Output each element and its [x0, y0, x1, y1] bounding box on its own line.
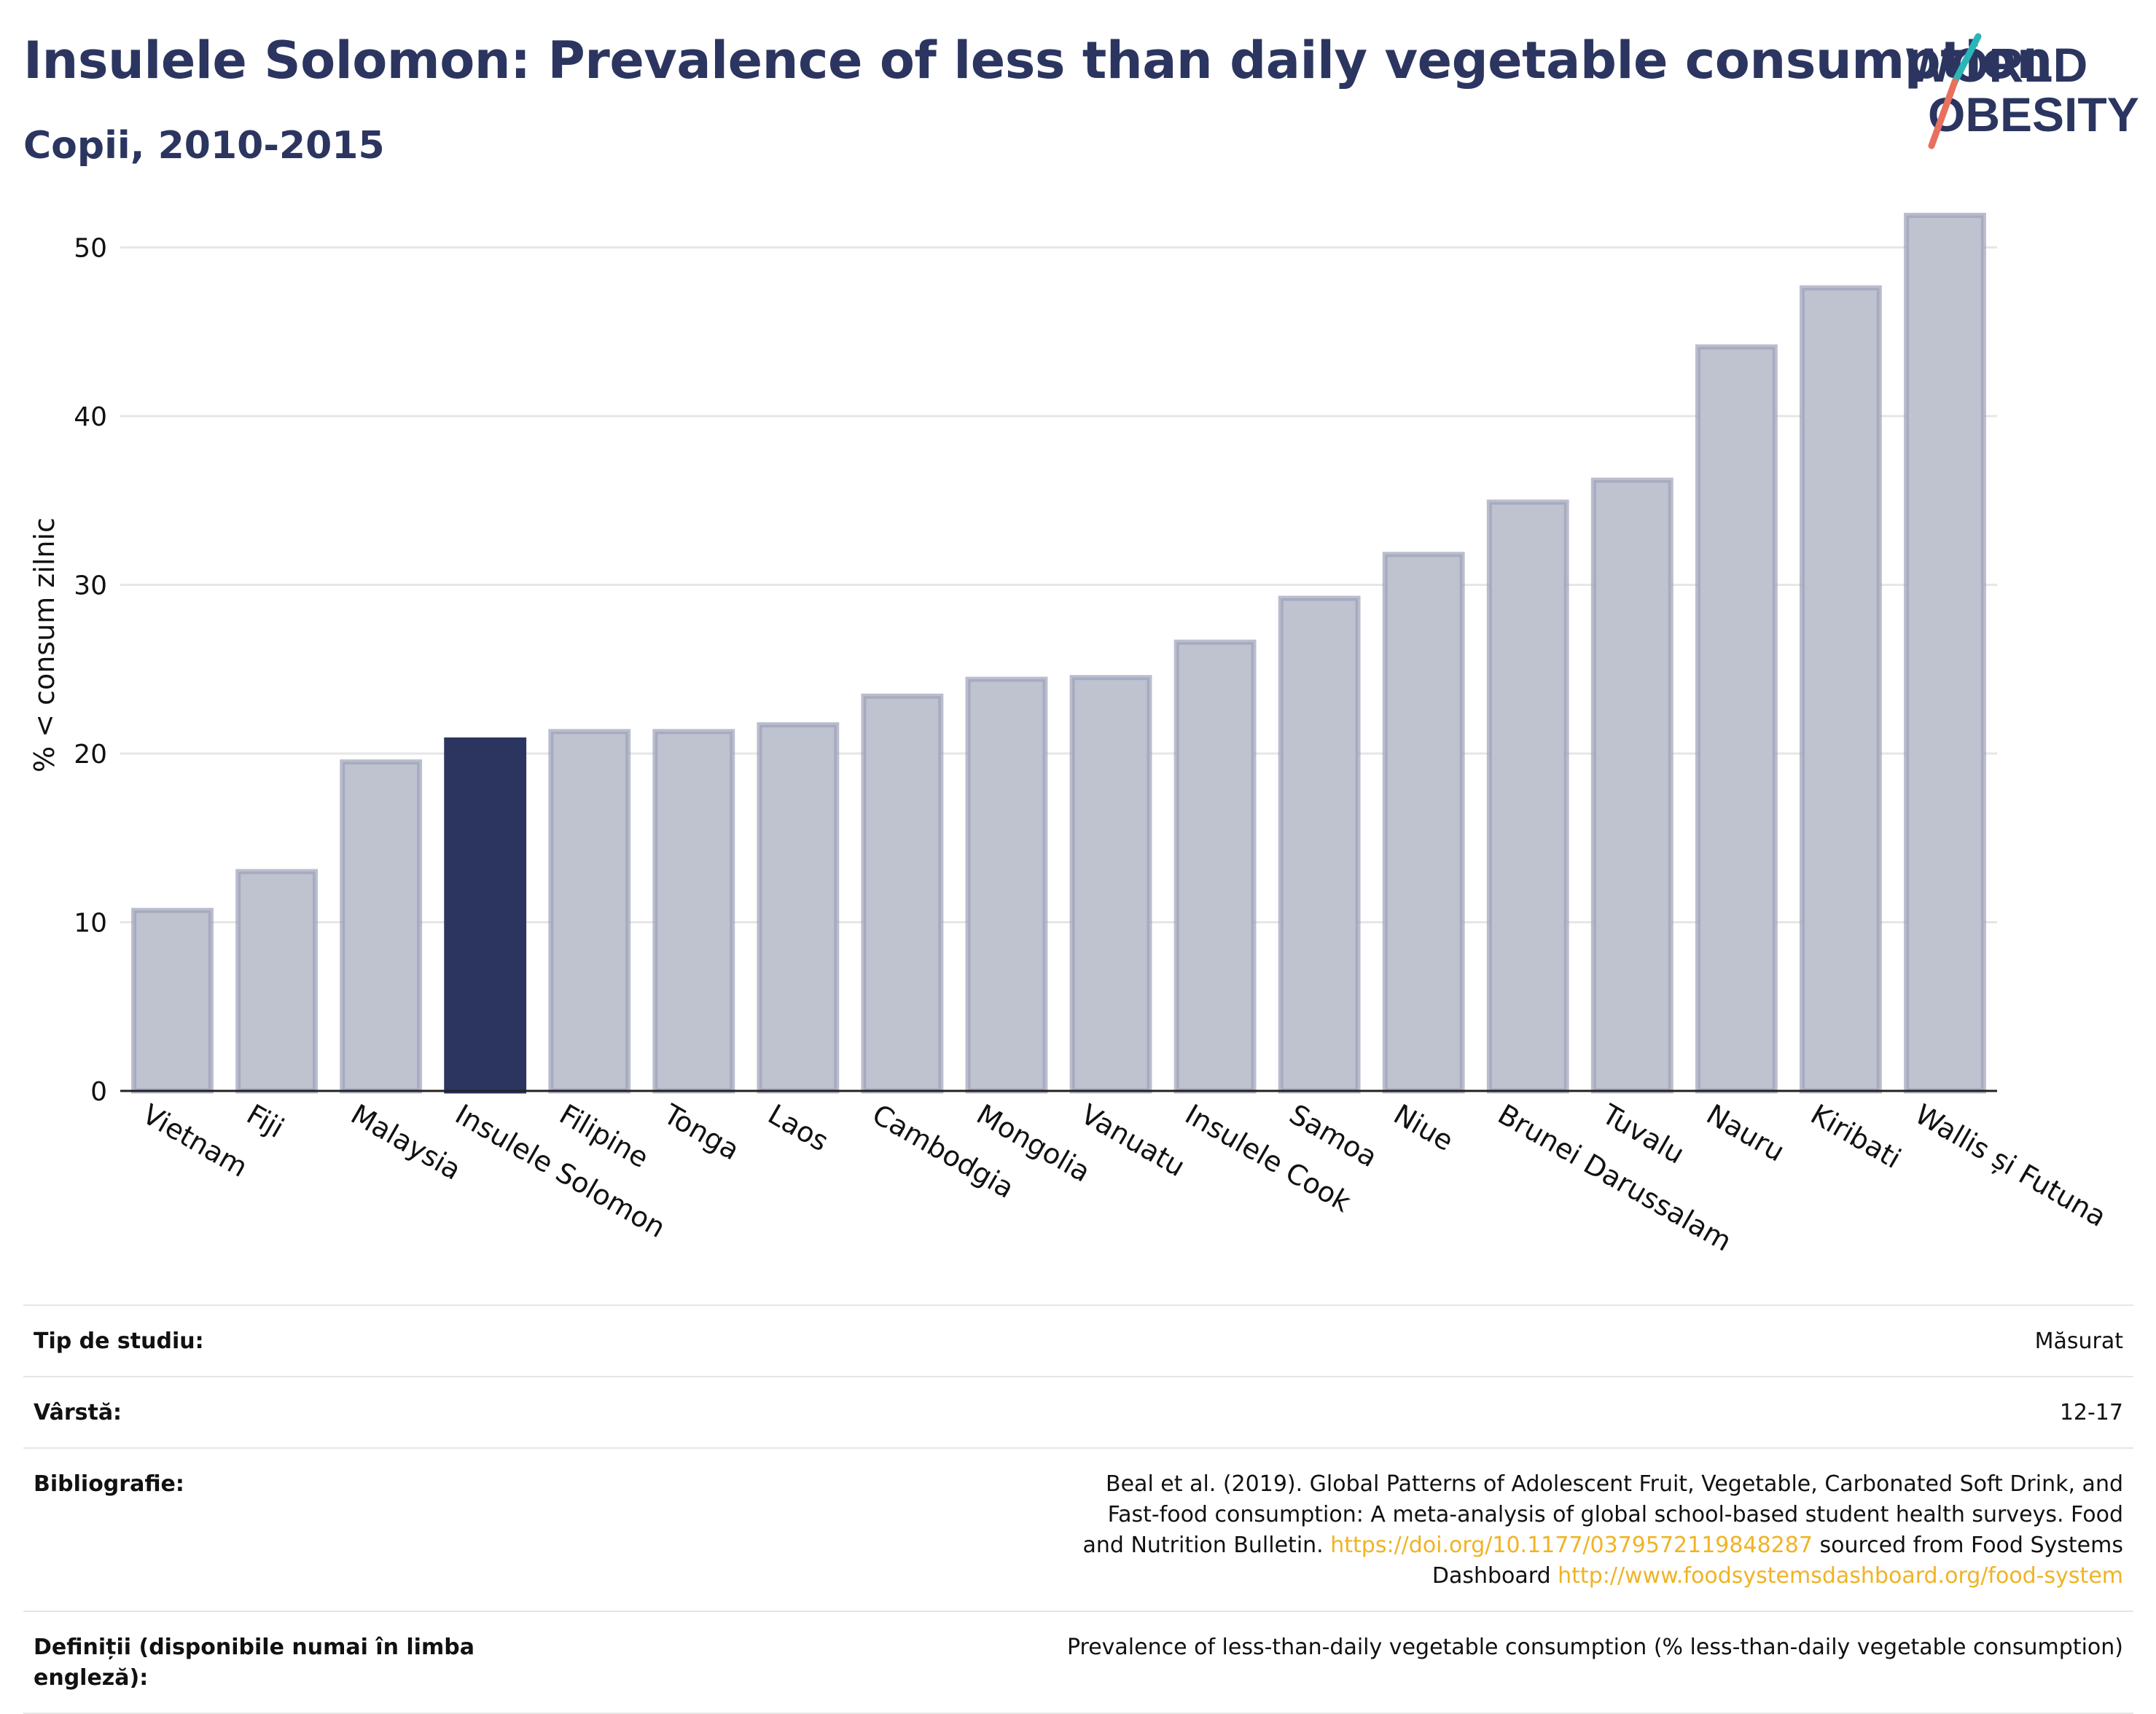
meta-row-age: Vârstă: 12-17 — [23, 1377, 2133, 1449]
x-tick-label: Laos — [762, 1098, 834, 1158]
logo-line1: WORLD — [1906, 38, 2087, 92]
bars — [131, 212, 1986, 1094]
bar[interactable] — [1382, 552, 1465, 1094]
meta-row-bibliography: Bibliografie: Beal et al. (2019). Global… — [23, 1449, 2133, 1612]
age-label: Vârstă: — [34, 1400, 122, 1425]
logo-line2: OBESITY — [1928, 87, 2139, 141]
study-type-value: Măsurat — [2034, 1328, 2123, 1354]
bar[interactable] — [235, 869, 319, 1094]
bar[interactable] — [965, 676, 1048, 1094]
bar[interactable] — [444, 737, 527, 1094]
bar[interactable] — [1799, 285, 1882, 1094]
x-tick-label: Wallis și Futuna — [1910, 1098, 2112, 1233]
bar[interactable] — [652, 729, 735, 1094]
bar[interactable] — [548, 729, 631, 1094]
page-title: Insulele Solomon: Prevalence of less tha… — [23, 31, 2053, 90]
y-tick-label: 10 — [74, 908, 107, 938]
y-axis-label: % < consum zilnic — [28, 517, 60, 772]
bibliography-text-2: sourced from Food Systems Dashboard — [1432, 1533, 2123, 1589]
definitions-label: Definiții (disponibile numai în limba en… — [34, 1635, 474, 1691]
bibliography-label: Bibliografie: — [34, 1471, 184, 1497]
bar[interactable] — [757, 722, 840, 1094]
bibliography-value: Beal et al. (2019). Global Patterns of A… — [515, 1449, 2133, 1611]
age-value: 12-17 — [2059, 1400, 2123, 1425]
y-tick-label: 0 — [90, 1077, 107, 1107]
grid-lines — [120, 246, 1997, 923]
logo-teal-slash — [1951, 33, 1982, 85]
bar[interactable] — [1486, 499, 1569, 1094]
bar[interactable] — [1173, 639, 1257, 1094]
world-obesity-logo: WORLD OBESITY — [1906, 33, 2139, 149]
study-type-label: Tip de studiu: — [34, 1328, 204, 1354]
bar[interactable] — [340, 759, 423, 1094]
logo-coral-slash — [1928, 78, 1958, 149]
meta-row-study-type: Tip de studiu: Măsurat — [23, 1306, 2133, 1377]
bar[interactable] — [1904, 212, 1986, 1094]
definitions-value: Prevalence of less-than-daily vegetable … — [1066, 1635, 2123, 1660]
dashboard-link[interactable]: http://www.foodsystemsdashboard.org/food… — [1558, 1563, 2123, 1589]
metadata-table: Tip de studiu: Măsurat Vârstă: 12-17 Bib… — [23, 1304, 2133, 1714]
x-tick-label: Kiribati — [1805, 1098, 1907, 1175]
bibliography-text-1: Beal et al. (2019). Global Patterns of A… — [1082, 1471, 2123, 1558]
y-tick-label: 40 — [74, 402, 107, 432]
bar[interactable] — [131, 907, 214, 1094]
doi-link[interactable]: https://doi.org/10.1177/0379572119848287 — [1330, 1533, 1813, 1558]
x-tick-label: Niue — [1388, 1098, 1459, 1157]
bar[interactable] — [1590, 477, 1673, 1094]
x-tick-label: Fiji — [241, 1098, 289, 1144]
page-subtitle: Copii, 2010-2015 — [23, 124, 385, 168]
y-tick-label: 20 — [74, 740, 107, 770]
bar[interactable] — [1695, 344, 1778, 1094]
x-tick-label: Malaysia — [345, 1098, 466, 1186]
x-tick-label: Tonga — [657, 1097, 744, 1166]
bar[interactable] — [1069, 675, 1152, 1094]
y-tick-label: 30 — [74, 571, 107, 600]
x-tick-label: Vanuatu — [1076, 1098, 1191, 1183]
x-tick-label: Nauru — [1701, 1098, 1790, 1168]
bar[interactable] — [1278, 595, 1361, 1094]
y-tick-label: 50 — [74, 233, 107, 263]
meta-row-definitions: Definiții (disponibile numai în limba en… — [23, 1612, 2133, 1714]
x-tick-label: Vietnam — [137, 1098, 253, 1183]
bar[interactable] — [861, 693, 944, 1094]
